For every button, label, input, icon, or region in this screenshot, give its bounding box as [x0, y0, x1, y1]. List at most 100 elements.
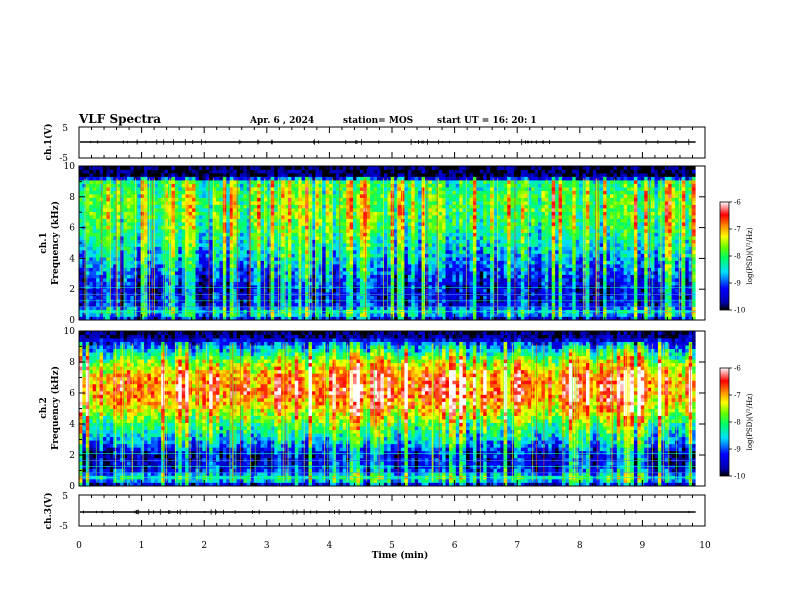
ch1-spectrogram-cell: [377, 292, 381, 296]
ch1-spectrogram-cell: [233, 246, 237, 251]
ch1-spectrogram-cell: [397, 176, 402, 181]
ch1-spectrogram-cell: [377, 250, 381, 254]
ch1-spectrogram-cell: [349, 208, 354, 212]
ch1-spectrogram-cell: [325, 208, 330, 212]
ch1-spectrogram-cell: [102, 197, 107, 202]
ch1-spectrogram-cell: [359, 295, 364, 300]
ch1-spectrogram-cell: [205, 211, 210, 216]
ch1-spectrogram-cell: [301, 260, 306, 265]
ch1-spectrogram-cell: [431, 295, 436, 300]
ch1-spectrogram-cell: [373, 218, 378, 223]
ch1-spectrogram-cell: [356, 180, 361, 184]
ch1-spectrogram-cell: [411, 253, 416, 258]
ch1-spectrogram-cell: [260, 250, 265, 254]
ch1-spectrogram-cell: [113, 201, 118, 205]
ch1-spectrogram-cell: [157, 211, 162, 216]
ch1-spectrogram-cell: [270, 201, 275, 205]
ch1-spectrogram-cell: [92, 229, 97, 233]
ch1-spectrogram-cell: [113, 285, 118, 289]
ch1-spectrogram-cell: [116, 288, 121, 293]
ch1-spectrogram-cell: [301, 274, 306, 279]
ch1-spectrogram-cell: [157, 264, 162, 268]
ch1-spectrogram-cell: [305, 218, 309, 223]
ch1-spectrogram-cell: [209, 236, 213, 240]
ch1-spectrogram-cell: [308, 176, 313, 181]
ch1-spectrogram-cell: [448, 166, 453, 170]
ch1-spectrogram-cell: [377, 173, 381, 177]
ch1-spectrogram-cell: [301, 204, 306, 209]
ch1-spectrogram-cell: [428, 250, 433, 254]
ch1-spectrogram-cell: [236, 218, 241, 223]
ch1-spectrogram-cell: [401, 169, 405, 174]
ch1-spectrogram-cell: [325, 257, 330, 261]
ch1-spectrogram-cell: [298, 278, 303, 282]
ch1-spectrogram-cell: [346, 194, 351, 198]
ch1-spectrogram-cell: [438, 292, 443, 296]
ch1-spectrogram-cell: [192, 180, 196, 184]
ch1-spectrogram-cell: [250, 225, 255, 230]
ch1-spectrogram-cell: [181, 211, 186, 216]
ch1-spectrogram-cell: [318, 187, 323, 191]
ch1-spectrogram-cell: [394, 264, 398, 268]
ch1-spectrogram-cell: [82, 292, 87, 296]
ch1-spectrogram-cell: [291, 225, 296, 230]
ch1-spectrogram-cell: [411, 173, 416, 177]
ch1-spectrogram-cell: [168, 176, 172, 181]
ch1-spectrogram-cell: [311, 194, 316, 198]
ch1-spectrogram-cell: [305, 194, 309, 198]
ch1-spectrogram-cell: [236, 285, 241, 289]
ch1-spectrogram-cell: [349, 232, 354, 237]
ch1-spectrogram-cell: [356, 281, 361, 286]
ch1-spectrogram-cell: [263, 222, 268, 226]
ch1-spectrogram-cell: [346, 218, 351, 223]
ch1-spectrogram-cell: [133, 169, 138, 174]
ch1-spectrogram-cell: [89, 253, 94, 258]
ch1-spectrogram-cell: [246, 211, 251, 216]
ch1-spectrogram-cell: [120, 267, 124, 272]
ch1-spectrogram-cell: [431, 173, 436, 177]
ch1-spectrogram-cell: [356, 225, 361, 230]
ch1-spectrogram-cell: [140, 166, 145, 170]
ch1-spectrogram-cell: [322, 306, 327, 310]
ch1-spectrogram-cell: [322, 232, 327, 237]
ch1-spectrogram-cell: [407, 264, 412, 268]
ch1-spectrogram-cell: [401, 194, 405, 198]
ch1-spectrogram-cell: [383, 229, 388, 233]
ch1-spectrogram-cell: [421, 285, 426, 289]
ch1-spectrogram-cell: [383, 288, 388, 293]
ch1-spectrogram-cell: [99, 173, 104, 177]
ch1-spectrogram-cell: [383, 222, 388, 226]
ch1-spectrogram-cell: [267, 183, 272, 188]
ch1-spectrogram-cell: [452, 278, 457, 282]
ch1-spectrogram-cell: [294, 173, 299, 177]
ch1-spectrogram-cell: [377, 169, 381, 174]
ch1-spectrogram-cell: [377, 180, 381, 184]
ch1-spectrogram-cell: [150, 166, 155, 170]
ch1-spectrogram-cell: [332, 183, 337, 188]
ch1-spectrogram-cell: [346, 302, 351, 307]
ch1-spectrogram-cell: [120, 250, 124, 254]
ch1-spectrogram-cell: [445, 260, 450, 265]
ch1-spectrogram-cell: [157, 176, 162, 181]
ch1-spectrogram-cell: [270, 166, 275, 170]
ch1-spectrogram-cell: [212, 302, 217, 307]
ch1-spectrogram-cell: [301, 225, 306, 230]
ch1-spectrogram-cell: [325, 197, 330, 202]
ch1-spectrogram-cell: [284, 204, 289, 209]
ch1-spectrogram-cell: [366, 302, 371, 307]
ch1-spectrogram-cell: [356, 274, 361, 279]
ch1-spectrogram-cell: [373, 208, 378, 212]
ch1-spectrogram-cell: [397, 260, 402, 265]
ch1-spectrogram-cell: [164, 173, 169, 177]
ch1-spectrogram-cell: [397, 232, 402, 237]
ch1-spectrogram-cell: [305, 278, 309, 282]
ch1-spectrogram-cell: [150, 267, 155, 272]
ch1-spectrogram-cell: [123, 190, 128, 195]
ch1-spectrogram-cell: [287, 239, 292, 244]
ch1-spectrogram-cell: [291, 169, 296, 174]
ch1-spectrogram-cell: [342, 271, 347, 275]
ch1-spectrogram-cell: [445, 274, 450, 279]
ch1-spectrogram-cell: [243, 222, 248, 226]
ch1-spectrogram-cell: [212, 292, 217, 296]
ch1-spectrogram-cell: [219, 169, 224, 174]
